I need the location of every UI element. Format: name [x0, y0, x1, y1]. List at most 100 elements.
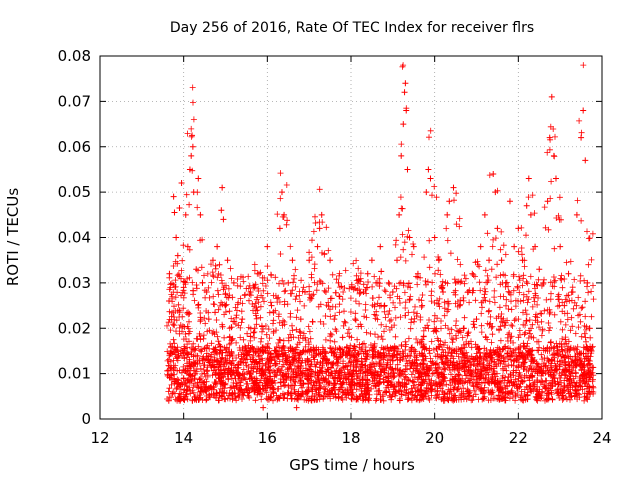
data-point — [285, 279, 292, 286]
data-point — [452, 279, 459, 286]
y-tick-label: 0.06 — [58, 138, 91, 156]
data-point — [580, 107, 587, 114]
data-point — [494, 225, 501, 232]
data-point — [327, 257, 334, 264]
data-point — [582, 157, 589, 164]
y-tick-label: 0.03 — [58, 274, 91, 292]
x-axis-label: GPS time / hours — [289, 456, 415, 474]
data-point — [268, 302, 275, 309]
data-point — [486, 257, 493, 264]
data-point — [182, 211, 189, 218]
data-point — [178, 180, 185, 187]
data-point — [394, 257, 401, 264]
x-tick-label: 20 — [425, 429, 444, 447]
data-point — [209, 257, 216, 264]
data-point — [171, 209, 178, 216]
data-point — [189, 143, 196, 150]
data-point — [174, 252, 181, 259]
data-point — [335, 279, 342, 286]
y-tick-label: 0.04 — [58, 229, 91, 247]
data-point — [401, 89, 408, 96]
data-point — [423, 189, 430, 196]
data-point — [272, 347, 279, 354]
data-point — [230, 279, 237, 286]
data-point — [573, 211, 580, 218]
data-point — [219, 184, 226, 191]
data-point — [322, 288, 329, 295]
data-point — [195, 175, 202, 182]
data-point — [477, 243, 484, 250]
y-tick-label: 0 — [81, 410, 91, 428]
data-point — [239, 316, 246, 323]
data-point — [188, 152, 195, 159]
data-point — [578, 134, 585, 141]
data-point — [565, 270, 572, 277]
data-point — [251, 325, 258, 332]
data-point — [469, 270, 476, 277]
data-point — [544, 198, 551, 205]
data-point — [536, 266, 543, 273]
data-point — [490, 170, 497, 177]
data-point — [260, 404, 267, 411]
data-point — [197, 211, 204, 218]
data-point — [220, 216, 227, 223]
data-point — [450, 184, 457, 191]
data-point — [377, 243, 384, 250]
data-point — [440, 288, 447, 295]
data-point — [527, 211, 534, 218]
x-tick-label: 18 — [341, 429, 360, 447]
x-tick-label: 12 — [90, 429, 109, 447]
x-tick-label: 22 — [509, 429, 528, 447]
data-point — [557, 243, 564, 250]
data-point — [368, 257, 375, 264]
data-point — [301, 288, 308, 295]
y-tick-label: 0.08 — [58, 47, 91, 65]
data-point — [184, 243, 191, 250]
x-tick-label: 16 — [258, 429, 277, 447]
data-point — [550, 152, 557, 159]
data-point — [218, 207, 225, 214]
data-point — [511, 243, 518, 250]
data-point — [523, 202, 530, 209]
tick-marks — [99, 55, 603, 420]
y-tick-label: 0.02 — [58, 319, 91, 337]
data-point — [515, 225, 522, 232]
data-point — [525, 175, 532, 182]
data-point — [318, 211, 325, 218]
data-point — [364, 270, 371, 277]
data-point — [222, 302, 229, 309]
y-tick-label: 0.07 — [58, 92, 91, 110]
data-point — [506, 198, 513, 205]
data-point — [398, 152, 405, 159]
x-tick-label: 24 — [592, 429, 611, 447]
y-axis-label: ROTI / TECUs — [4, 188, 22, 286]
data-point — [552, 175, 559, 182]
data-point — [306, 257, 313, 264]
data-point — [276, 225, 283, 232]
tick-labels: 12 14 16 18 20 22 24 0 0.01 0.02 0.03 0.04 0.05 0.06 0… — [58, 47, 612, 447]
data-point — [189, 132, 196, 139]
data-point — [331, 316, 338, 323]
data-point — [425, 166, 432, 173]
data-point — [352, 316, 359, 323]
data-point — [385, 279, 392, 286]
data-point — [224, 257, 231, 264]
grid-lines — [100, 56, 602, 419]
x-tick-label: 14 — [174, 429, 193, 447]
data-point — [389, 288, 396, 295]
data-point — [431, 234, 438, 241]
data-point — [264, 243, 271, 250]
data-point — [297, 316, 304, 323]
data-point — [481, 211, 488, 218]
data-point — [314, 243, 321, 250]
data-point — [396, 211, 403, 218]
data-point — [419, 302, 426, 309]
data-point — [446, 198, 453, 205]
data-point — [205, 316, 212, 323]
data-point — [498, 257, 505, 264]
data-point — [278, 189, 285, 196]
data-point — [176, 205, 183, 212]
data-point — [170, 193, 177, 200]
data-point — [289, 257, 296, 264]
